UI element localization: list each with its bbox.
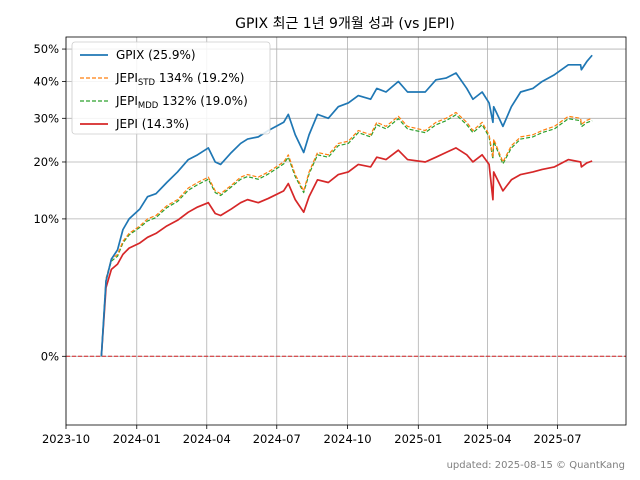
x-tick-label: 2025-04 [464, 432, 512, 446]
legend: GPIX (25.9%) JEPISTD 134% (19.2%) JEPIMDD … [71, 41, 271, 135]
legend-label-subscript: MDD [138, 101, 159, 111]
x-tick-label: 2024-01 [113, 432, 161, 446]
series-line-jepi_mdd [100, 114, 593, 357]
y-tick-label: 0% [41, 349, 59, 363]
y-tick-label: 20% [33, 155, 59, 169]
x-tick-label: 2024-04 [183, 432, 231, 446]
legend-label-jepi_std: JEPISTD 134% (19.2%) [115, 71, 244, 88]
y-tick-label: 40% [33, 74, 59, 88]
legend-box [71, 41, 271, 135]
legend-label-jepi_mdd: JEPIMDD 132% (19.0%) [115, 94, 248, 111]
series-line-jepi_std [100, 111, 593, 357]
x-tick-label: 2023-10 [42, 432, 90, 446]
x-tick-label: 2024-07 [253, 432, 301, 446]
plot-frame [65, 36, 627, 426]
y-tick-label: 30% [33, 111, 59, 125]
legend-label-jepi: JEPI (14.3%) [115, 117, 189, 131]
x-tick-label: 2025-07 [534, 432, 582, 446]
y-tick-label: 10% [33, 212, 59, 226]
chart-title: GPIX 최근 1년 9개월 성과 (vs JEPI) [235, 16, 455, 32]
legend-label-subscript: STD [138, 78, 156, 88]
footer-note: updated: 2025-08-15 © QuantKang [447, 460, 625, 471]
series-line-gpix [100, 54, 593, 357]
series-line-jepi [100, 147, 593, 357]
axis-ticks: 2023-10 2024-01 2024-04 2024-07 2024-10 2025-… [33, 42, 581, 446]
x-tick-label: 2024-10 [324, 432, 372, 446]
legend-label-rest: 132% (19.0%) [158, 94, 247, 108]
legend-label-main: JEPI [115, 94, 138, 108]
x-tick-label: 2025-01 [394, 432, 442, 446]
legend-label-rest: 134% (19.2%) [155, 71, 244, 85]
legend-label-main: JEPI [115, 71, 138, 85]
y-tick-label: 50% [33, 42, 59, 56]
series-lines [100, 54, 593, 357]
legend-label-gpix: GPIX (25.9%) [116, 48, 196, 62]
